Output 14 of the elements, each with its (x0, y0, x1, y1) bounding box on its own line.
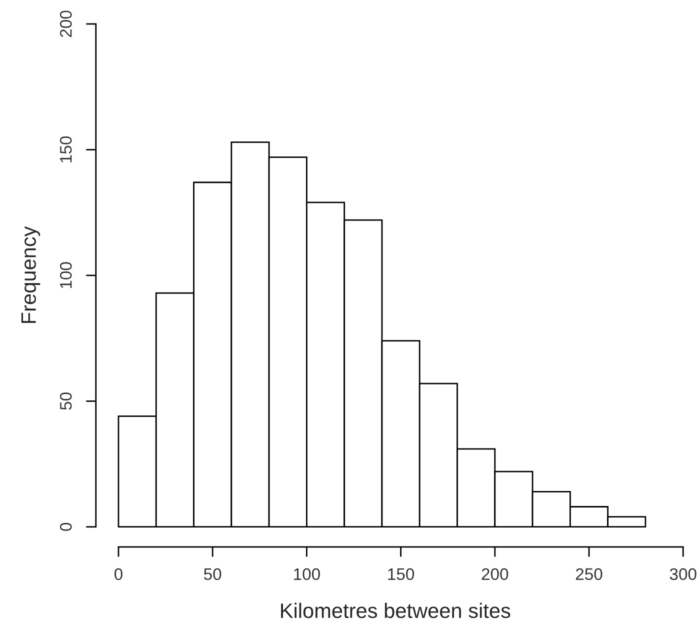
x-tick-label: 300 (670, 568, 696, 580)
y-tick-label: 200 (60, 10, 72, 38)
x-tick-label: 150 (388, 568, 414, 580)
x-tick-label: 200 (482, 568, 508, 580)
y-axis-title: Frequency (21, 226, 40, 323)
x-tick-label: 0 (114, 568, 122, 580)
x-tick-label: 100 (294, 568, 320, 580)
x-axis-title: Kilometres between sites (281, 602, 510, 618)
y-tick-label: 150 (60, 136, 72, 162)
y-tick-label: 50 (60, 392, 72, 410)
x-tick-label: 50 (204, 568, 222, 580)
y-tick-label: 100 (60, 262, 72, 288)
x-tick-label: 250 (576, 568, 602, 580)
y-tick-label: 0 (60, 522, 72, 531)
